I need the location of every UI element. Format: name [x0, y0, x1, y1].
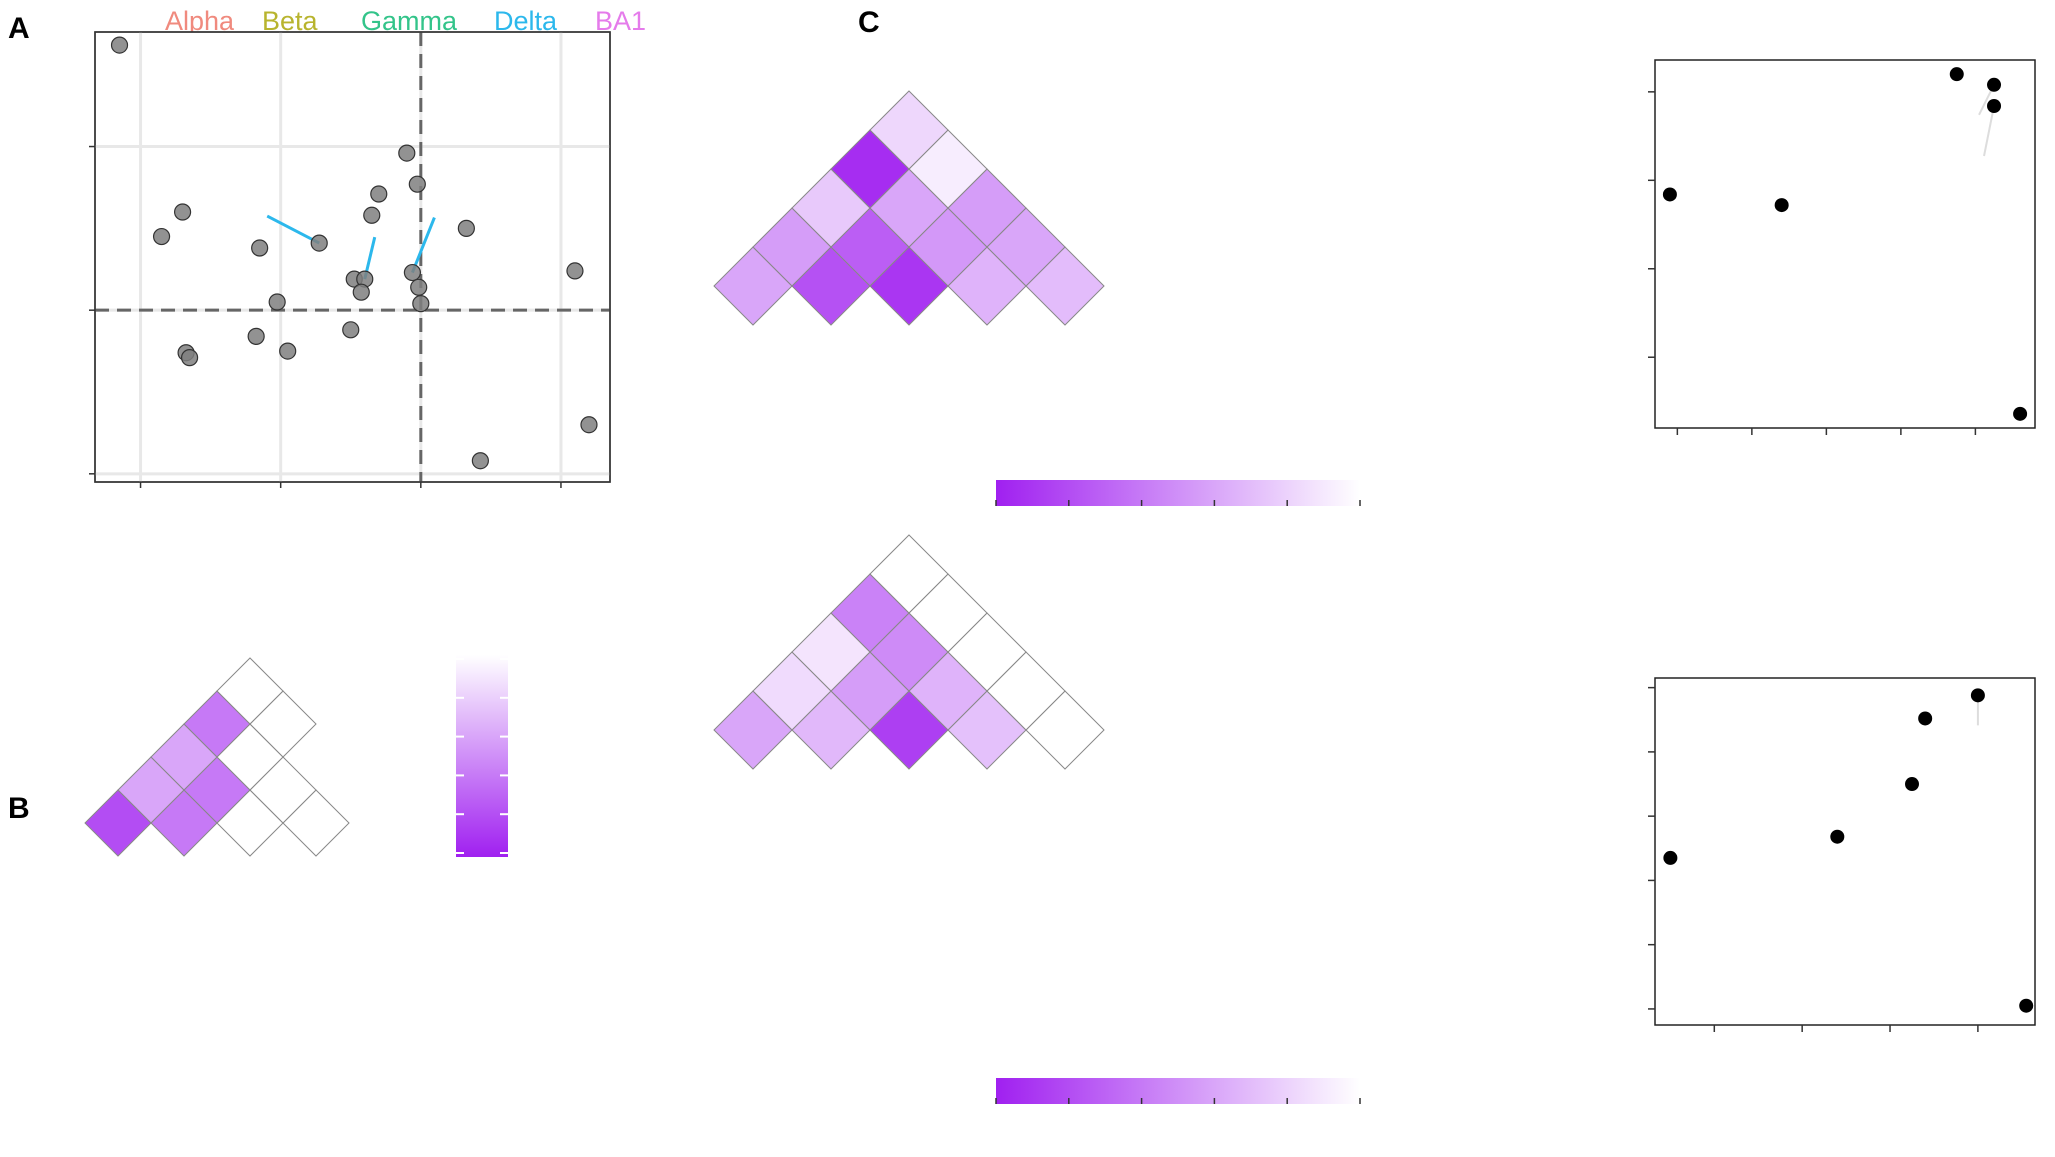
data-point	[370, 185, 388, 203]
data-point	[180, 349, 199, 367]
panel-label-a: A	[8, 12, 30, 45]
pca-point	[2019, 998, 2034, 1013]
data-point	[110, 36, 129, 54]
heatmap-cell	[869, 90, 949, 170]
data-point	[410, 278, 428, 296]
pca-point	[1663, 850, 1678, 865]
data-point	[408, 175, 426, 193]
data-point	[342, 321, 360, 339]
legend-entry-gamma: Gamma	[361, 6, 458, 36]
data-point	[471, 452, 489, 470]
panel-c	[713, 59, 2036, 506]
data-point	[251, 239, 269, 257]
pca-point	[1987, 99, 2002, 113]
label-leader-line	[1983, 105, 1996, 157]
data-point	[566, 262, 584, 280]
panel-b-heatmap	[84, 655, 508, 857]
heatmap-cell	[216, 657, 284, 725]
data-point	[173, 203, 192, 221]
pca-frame	[1654, 677, 2036, 1026]
pca-point	[1970, 688, 1985, 703]
label-leader-line	[266, 214, 320, 245]
data-point	[247, 327, 265, 345]
data-point	[403, 263, 422, 282]
heatmap-cell	[869, 534, 949, 614]
legend-colorbar	[456, 655, 508, 857]
data-point	[279, 342, 297, 360]
pca-point	[1830, 829, 1845, 844]
colorbar	[996, 480, 1360, 506]
pca-point	[1662, 187, 1677, 202]
pca-point	[1949, 67, 1964, 82]
data-point	[268, 293, 286, 311]
colorbar	[996, 1078, 1360, 1104]
legend-entry-beta: Beta	[262, 6, 319, 36]
data-point	[412, 295, 430, 313]
data-point	[152, 227, 171, 246]
pca-point	[1774, 198, 1789, 213]
data-point	[352, 283, 370, 301]
data-point	[363, 206, 381, 224]
pca-point	[1918, 711, 1933, 726]
data-point	[398, 144, 416, 162]
pca-frame	[1654, 59, 2036, 429]
pca-point	[2013, 406, 2028, 421]
legend-entry-delta: Delta	[494, 6, 558, 36]
data-point	[457, 219, 475, 237]
panel-label-c: C	[858, 6, 880, 39]
panel-label-b: B	[8, 792, 30, 825]
label-leader-line	[411, 216, 436, 274]
plot-frame	[94, 31, 611, 483]
legend-entry-ba1: BA1	[595, 6, 646, 36]
plot-border	[94, 31, 611, 483]
pca-point	[1904, 777, 1919, 792]
data-point	[580, 416, 598, 434]
panel-d	[713, 534, 2036, 1104]
pca-point	[1987, 77, 2002, 92]
data-point	[310, 234, 328, 252]
legend-entry-alpha: Alpha	[165, 6, 235, 36]
panel-a-scatter: Alpha Beta Gamma Delta BA1	[89, 6, 646, 488]
